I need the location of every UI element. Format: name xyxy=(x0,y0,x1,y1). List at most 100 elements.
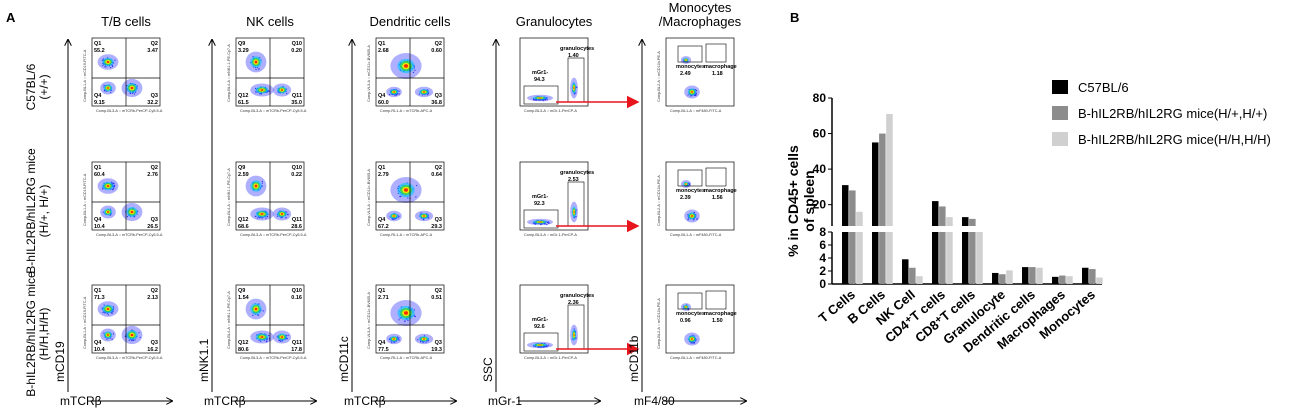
event-dot xyxy=(541,223,543,225)
event-dot xyxy=(113,186,115,188)
event-dot xyxy=(133,93,136,95)
gate-label: monocytes xyxy=(676,311,705,317)
y-axis-label: mCD11c xyxy=(337,336,351,382)
event-dot xyxy=(539,99,541,101)
quadrant-value: 77.5 xyxy=(378,347,389,353)
event-dot xyxy=(112,306,114,308)
plot-frame xyxy=(665,161,735,231)
event-dot xyxy=(538,99,540,101)
quadrant-name: Q10 xyxy=(292,41,302,47)
event-dot xyxy=(399,196,401,198)
quadrant-name: Q4 xyxy=(378,93,386,99)
event-dot xyxy=(110,181,113,183)
density-contour xyxy=(106,184,110,188)
quadrant-name: Q9 xyxy=(238,41,245,47)
event-dot xyxy=(110,91,112,93)
density-contour xyxy=(573,86,575,90)
quadrant-value: 0.20 xyxy=(291,48,302,54)
density-contour xyxy=(254,60,258,64)
event-dot xyxy=(534,99,536,101)
quadrant-name: Q9 xyxy=(238,165,245,171)
event-dot xyxy=(690,95,692,97)
density-contour xyxy=(573,210,575,214)
legend-label-het: B-hIL2RB/hIL2RG mice(H/+,H/+) xyxy=(1078,105,1268,121)
bar xyxy=(992,272,999,284)
y-tick-label: 40 xyxy=(813,162,827,176)
event-dot xyxy=(105,66,107,68)
quadrant-name: Q3 xyxy=(435,217,442,223)
density-contour xyxy=(260,89,264,91)
plot-x-param: Comp-BL3-A :: mGr-1-PerCP-A xyxy=(524,356,577,360)
bar xyxy=(886,232,893,284)
event-dot xyxy=(260,93,262,95)
event-dot xyxy=(252,314,254,316)
plot-x-param: Comp-RL1-A :: mTCRb-APC-A xyxy=(380,233,433,237)
event-dot xyxy=(111,65,114,67)
event-dot xyxy=(693,219,695,221)
quadrant-name: Q4 xyxy=(94,217,102,223)
event-dot xyxy=(573,328,575,330)
event-dot xyxy=(398,90,400,92)
event-dot xyxy=(280,217,282,219)
plot-x-param: Comp-BL3-A :: mTCRb-PerCP-Cy5.5-A xyxy=(240,233,307,237)
event-dot xyxy=(691,342,693,344)
y-tick-label: 0 xyxy=(819,277,826,291)
event-dot xyxy=(690,342,692,344)
legend-item-het: B-hIL2RB/hIL2RG mice(H/+,H/+) xyxy=(1052,100,1271,126)
density-contour xyxy=(106,334,110,336)
bar xyxy=(916,276,923,284)
event-dot xyxy=(268,90,270,92)
gate-macrophage xyxy=(705,43,727,63)
density-contour xyxy=(685,306,687,308)
event-dot xyxy=(416,184,418,187)
event-dot xyxy=(103,84,105,86)
event-dot xyxy=(266,340,268,342)
event-dot xyxy=(694,94,696,96)
quadrant-value: 67.2 xyxy=(378,224,389,230)
event-dot xyxy=(126,85,128,87)
event-dot xyxy=(546,223,548,226)
gate-monocytes xyxy=(677,169,703,187)
bar xyxy=(962,232,969,284)
quadrant-name: Q12 xyxy=(238,340,248,346)
event-dot xyxy=(101,59,103,61)
event-dot xyxy=(126,215,128,218)
event-dot xyxy=(113,183,115,185)
event-dot xyxy=(419,341,422,343)
population-value: 94.3 xyxy=(534,77,545,83)
event-dot xyxy=(693,342,695,344)
legend-swatch-het xyxy=(1052,106,1068,120)
bar xyxy=(969,218,976,226)
bar xyxy=(842,232,849,284)
quadrant-name: Q1 xyxy=(378,288,385,294)
event-dot xyxy=(542,99,544,101)
event-dot xyxy=(544,99,547,101)
density-contour xyxy=(422,215,426,217)
x-axis-label: mTCRβ xyxy=(344,394,386,408)
gate-value: 0.96 xyxy=(680,318,691,324)
bar xyxy=(976,232,983,284)
event-dot xyxy=(113,307,115,309)
event-dot xyxy=(546,345,548,347)
plot-x-param: Comp-RL1-A :: mTCRb-APC-A xyxy=(380,109,433,113)
event-dot xyxy=(132,339,134,341)
quadrant-name: Q2 xyxy=(151,41,158,47)
quadrant-value: 9.15 xyxy=(94,100,105,106)
event-dot xyxy=(111,89,113,91)
bar xyxy=(1029,267,1036,284)
quadrant-value: 29.3 xyxy=(431,224,442,230)
x-axis-label: mTCRβ xyxy=(60,394,102,408)
event-dot xyxy=(412,71,415,73)
event-dot xyxy=(111,312,113,315)
event-dot xyxy=(258,303,260,305)
quadrant-value: 17.8 xyxy=(291,347,302,353)
plot-frame xyxy=(665,37,735,107)
plot-x-param: Comp-BL3-A :: mTCRb-PerCP-Cy5.5-A xyxy=(240,109,307,113)
event-dot xyxy=(286,92,288,95)
quadrant-value: 2.59 xyxy=(238,172,249,178)
event-dot xyxy=(427,93,429,95)
quadrant-value: 0.51 xyxy=(431,295,442,301)
